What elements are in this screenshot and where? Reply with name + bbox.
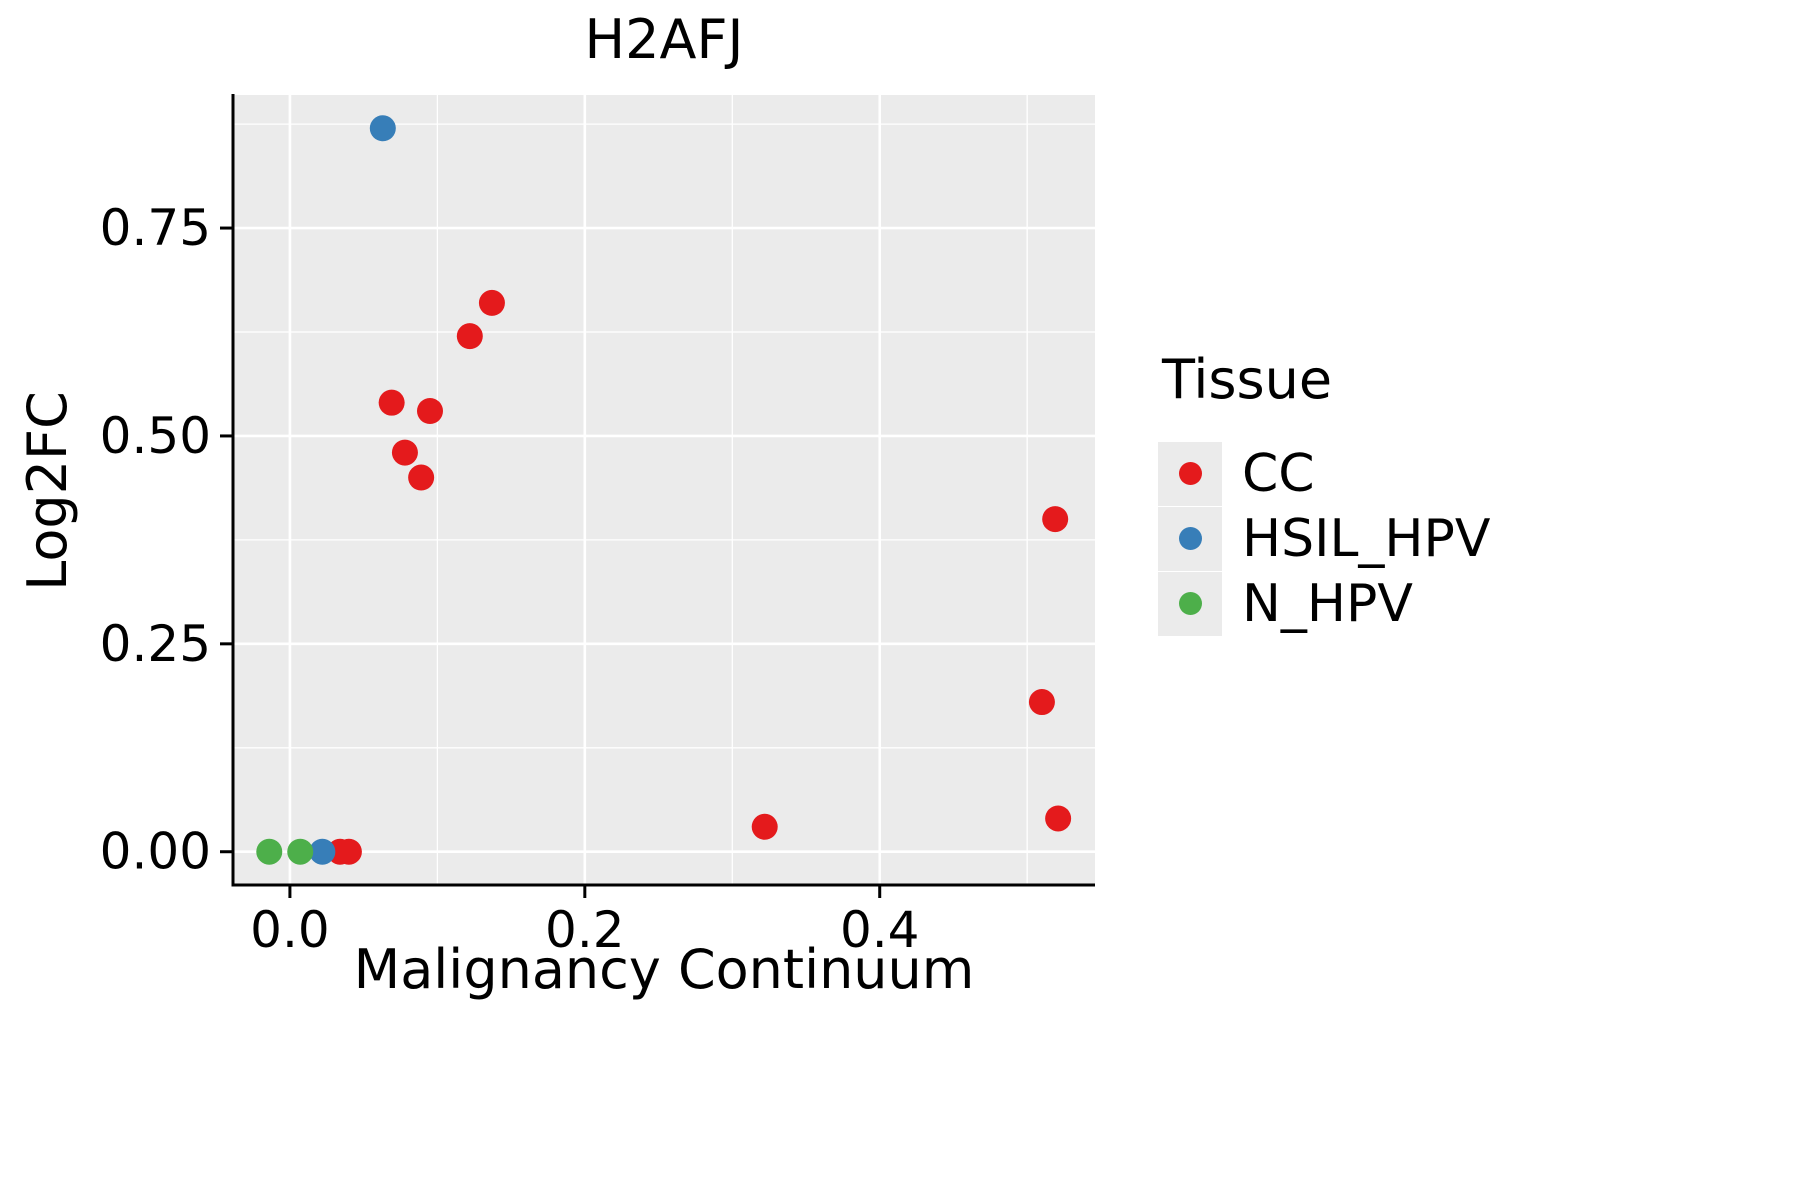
data-point-CC (408, 464, 435, 491)
data-point-N_HPV (287, 838, 314, 865)
data-point-CC (416, 398, 443, 424)
data-point-CC (1028, 689, 1055, 716)
legend-label: N_HPV (1242, 573, 1413, 634)
chart-title: H2AFJ (584, 8, 744, 71)
data-point-CC (378, 389, 405, 416)
legend-item-HSIL_HPV: HSIL_HPV (1158, 506, 1490, 571)
data-point-CC (391, 439, 418, 466)
plot-panel (233, 95, 1095, 885)
y-tick-label: 0.75 (100, 199, 211, 257)
y-axis-label: Log2FC (16, 391, 79, 591)
data-point-CC (456, 323, 483, 350)
data-point-N_HPV (256, 838, 283, 865)
x-tick-label: 0.2 (545, 901, 625, 959)
legend-point-icon (1178, 527, 1202, 550)
data-point-CC (1042, 506, 1069, 533)
y-tick-label: 0.00 (100, 823, 211, 881)
x-axis-label: Malignancy Continuum (353, 938, 975, 1001)
legend-key (1158, 571, 1222, 636)
legend-label: HSIL_HPV (1242, 508, 1491, 569)
legend-point-icon (1178, 462, 1202, 485)
legend: Tissue CC HSIL_HPV N_HPV (1158, 348, 1490, 636)
legend-item-CC: CC (1158, 441, 1490, 506)
x-tick-label: 0.0 (250, 901, 330, 959)
data-point-CC (1045, 805, 1072, 832)
legend-point-icon (1178, 592, 1202, 615)
legend-key (1158, 441, 1222, 506)
legend-item-N_HPV: N_HPV (1158, 571, 1490, 636)
y-tick-label: 0.50 (100, 407, 211, 465)
data-point-HSIL_HPV (369, 115, 396, 142)
legend-key (1158, 506, 1222, 571)
data-point-CC (751, 813, 778, 840)
y-tick-label: 0.25 (100, 615, 211, 673)
legend-label: CC (1242, 443, 1315, 504)
data-point-CC (478, 289, 505, 316)
x-tick-label: 0.4 (840, 901, 920, 959)
data-point-CC (335, 838, 362, 865)
data-point-HSIL_HPV (309, 838, 336, 865)
legend-title: Tissue (1162, 348, 1333, 411)
legend-items: CC HSIL_HPV N_HPV (1158, 441, 1490, 636)
